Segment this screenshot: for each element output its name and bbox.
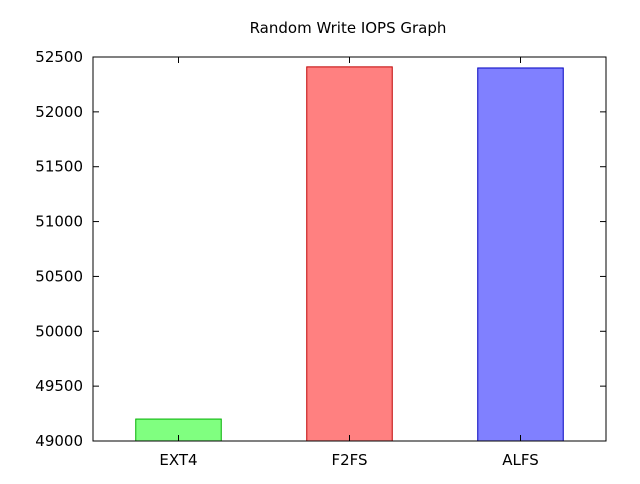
ytick-label: 52500 [35, 48, 83, 66]
ytick-label: 50500 [35, 267, 83, 285]
xtick-label-ext4: EXT4 [159, 451, 197, 469]
ytick-label: 52000 [35, 103, 83, 121]
ytick-label: 50000 [35, 322, 83, 340]
ytick-label: 49500 [35, 377, 83, 395]
chart-title: Random Write IOPS Graph [250, 19, 447, 37]
ytick-label: 49000 [35, 432, 83, 450]
bar-alfs [477, 67, 564, 442]
bars-layer [135, 66, 564, 442]
bar-f2fs [306, 66, 393, 442]
ytick-label: 51500 [35, 158, 83, 176]
ytick-label: 51000 [35, 213, 83, 231]
xtick-label-f2fs: F2FS [331, 451, 367, 469]
axes-layer: 49000 49500 50000 50500 51000 51500 52000 52500… [35, 48, 607, 469]
xtick-label-alfs: ALFS [502, 451, 539, 469]
